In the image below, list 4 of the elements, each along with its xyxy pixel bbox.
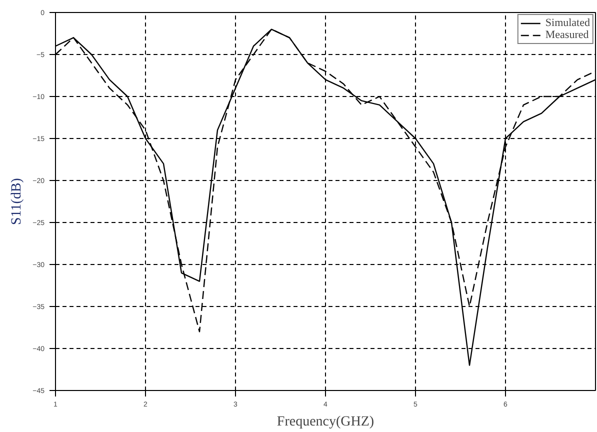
legend-label: Simulated: [545, 17, 590, 29]
x-axis-title: Frequency(GHZ): [276, 414, 374, 430]
y-axis-title: S11(dB): [10, 178, 25, 225]
legend-label: Measured: [545, 29, 589, 41]
